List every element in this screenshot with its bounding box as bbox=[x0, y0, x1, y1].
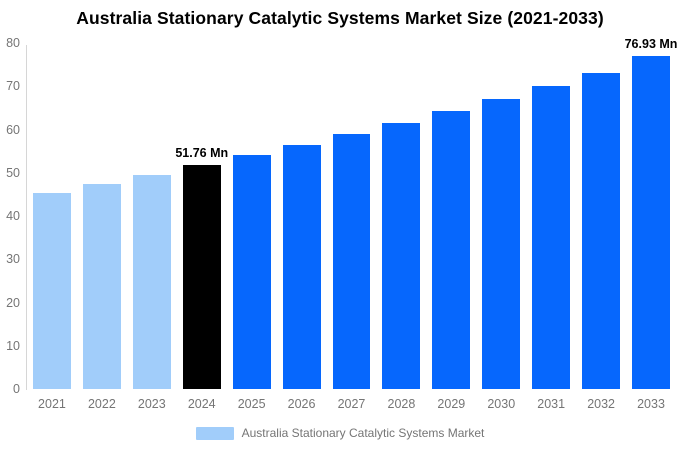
y-axis-line bbox=[26, 45, 27, 390]
bar-2023[interactable] bbox=[132, 174, 171, 389]
bar-2028[interactable] bbox=[382, 123, 421, 389]
bar-2033[interactable] bbox=[632, 56, 670, 389]
x-tick-label: 2029 bbox=[437, 397, 466, 411]
x-tick-label: 2025 bbox=[237, 397, 266, 411]
bar-slot bbox=[576, 43, 626, 389]
bar-2025[interactable] bbox=[232, 155, 271, 389]
bar-slot bbox=[127, 43, 177, 389]
bar-slot bbox=[327, 43, 377, 389]
x-tick-label: 2031 bbox=[537, 397, 566, 411]
bar-slot bbox=[376, 43, 426, 389]
x-tick-label: 2030 bbox=[487, 397, 516, 411]
bar-slot bbox=[77, 43, 127, 389]
bar-slot: 51.76 Mn bbox=[175, 43, 229, 389]
legend-label: Australia Stationary Catalytic Systems M… bbox=[241, 426, 485, 440]
bar-2026[interactable] bbox=[282, 144, 321, 389]
bar-2030[interactable] bbox=[482, 99, 521, 389]
bar-value-label: 51.76 Mn bbox=[175, 146, 229, 161]
y-tick-label: 70 bbox=[6, 79, 20, 93]
legend-swatch bbox=[195, 426, 234, 440]
x-tick-label: 2028 bbox=[387, 397, 416, 411]
x-tick-label: 2024 bbox=[187, 397, 216, 411]
bar-2032[interactable] bbox=[582, 72, 621, 389]
x-axis-labels: 2021 2022 2023 2024 2025 2026 2027 2028 2029 2030… bbox=[27, 397, 676, 411]
y-tick-label: 10 bbox=[6, 338, 20, 353]
bar-slot bbox=[27, 43, 77, 389]
legend[interactable]: Australia Stationary Catalytic Systems M… bbox=[0, 426, 680, 440]
bar-slot bbox=[476, 43, 526, 389]
bar-slot bbox=[426, 43, 476, 389]
y-tick-label: 40 bbox=[6, 208, 20, 223]
bar-value-label: 76.93 Mn bbox=[624, 37, 678, 52]
bar-2021[interactable] bbox=[32, 192, 71, 389]
bars: 51.76 Mn 76.93 Mn bbox=[27, 37, 677, 389]
bar-slot bbox=[277, 43, 327, 389]
x-tick-label: 2022 bbox=[87, 397, 116, 411]
bar-2027[interactable] bbox=[332, 134, 371, 389]
y-axis-ticks: 0 10 20 30 40 50 60 70 80 bbox=[0, 37, 20, 395]
bar-slot bbox=[227, 43, 277, 389]
x-tick-label: 2033 bbox=[637, 397, 665, 411]
bar-2024[interactable] bbox=[182, 165, 221, 389]
x-tick-label: 2021 bbox=[38, 397, 66, 411]
chart-title: Australia Stationary Catalytic Systems M… bbox=[76, 8, 604, 28]
bar-2031[interactable] bbox=[532, 86, 571, 389]
y-tick-label: 0 bbox=[13, 381, 20, 396]
y-tick-label: 30 bbox=[6, 252, 20, 266]
x-tick-label: 2027 bbox=[337, 397, 366, 411]
y-tick-label: 60 bbox=[6, 122, 20, 137]
bar-2022[interactable] bbox=[82, 184, 121, 389]
bar-slot: 76.93 Mn bbox=[625, 37, 677, 389]
y-tick-label: 50 bbox=[6, 165, 20, 180]
x-tick-label: 2026 bbox=[287, 397, 316, 411]
y-tick-label: 80 bbox=[6, 35, 20, 50]
x-tick-label: 2032 bbox=[587, 397, 615, 411]
bar-2029[interactable] bbox=[432, 111, 471, 389]
bar-slot bbox=[526, 43, 576, 389]
x-tick-label: 2023 bbox=[137, 397, 166, 411]
y-tick-label: 20 bbox=[6, 295, 20, 310]
